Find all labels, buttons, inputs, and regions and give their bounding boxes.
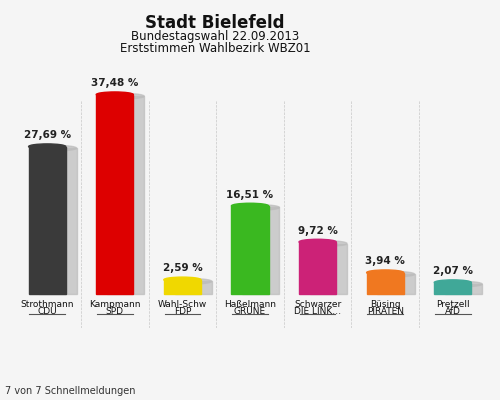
Ellipse shape [445, 282, 482, 287]
Text: 37,48 %: 37,48 % [91, 78, 138, 88]
Ellipse shape [310, 241, 347, 246]
Bar [232, 206, 268, 294]
Text: Stadt Bielefeld: Stadt Bielefeld [145, 14, 285, 32]
Text: Büsing: Büsing [370, 300, 400, 309]
Text: PIRATEN: PIRATEN [366, 307, 404, 316]
Bar [299, 242, 336, 294]
Text: CDU: CDU [38, 307, 57, 316]
Ellipse shape [40, 146, 76, 151]
Ellipse shape [96, 92, 134, 97]
Text: 9,72 %: 9,72 % [298, 226, 338, 236]
Ellipse shape [242, 205, 280, 210]
Text: Haßelmann: Haßelmann [224, 300, 276, 309]
Text: Pretzell: Pretzell [436, 300, 470, 309]
Text: AfD: AfD [445, 307, 461, 316]
Ellipse shape [107, 94, 144, 99]
Text: SPD: SPD [106, 307, 124, 316]
Bar [164, 280, 201, 294]
Text: Wahl-Schw: Wahl-Schw [158, 300, 207, 309]
Ellipse shape [232, 203, 268, 208]
Text: 2,59 %: 2,59 % [162, 263, 202, 273]
Polygon shape [40, 148, 76, 294]
Ellipse shape [299, 239, 336, 244]
Polygon shape [174, 281, 212, 294]
Ellipse shape [174, 279, 212, 284]
Text: 2,07 %: 2,07 % [433, 266, 473, 276]
Bar [28, 146, 66, 294]
Polygon shape [445, 284, 482, 294]
Text: 16,51 %: 16,51 % [226, 190, 274, 200]
Text: Erststimmen Wahlbezirk WBZ01: Erststimmen Wahlbezirk WBZ01 [120, 42, 310, 55]
Text: 3,94 %: 3,94 % [366, 256, 405, 266]
Polygon shape [242, 208, 280, 294]
Polygon shape [310, 244, 347, 294]
Text: Kampmann: Kampmann [89, 300, 141, 309]
Bar [366, 272, 404, 294]
Text: Strothmann: Strothmann [20, 300, 74, 309]
Text: Bundestagswahl 22.09.2013: Bundestagswahl 22.09.2013 [131, 30, 299, 43]
Polygon shape [378, 274, 414, 294]
Ellipse shape [366, 270, 404, 275]
Polygon shape [107, 96, 144, 294]
Text: DIE LINK…: DIE LINK… [294, 307, 341, 316]
Text: FDP: FDP [174, 307, 191, 316]
Ellipse shape [434, 280, 472, 285]
Text: Schwarzer: Schwarzer [294, 300, 341, 309]
Ellipse shape [28, 144, 66, 149]
Ellipse shape [378, 272, 414, 277]
Bar [434, 282, 472, 294]
Ellipse shape [164, 277, 201, 282]
Text: 27,69 %: 27,69 % [24, 130, 70, 140]
Text: 7 von 7 Schnellmeldungen: 7 von 7 Schnellmeldungen [5, 386, 136, 396]
Text: GRÜNE: GRÜNE [234, 307, 266, 316]
Bar [96, 95, 134, 294]
